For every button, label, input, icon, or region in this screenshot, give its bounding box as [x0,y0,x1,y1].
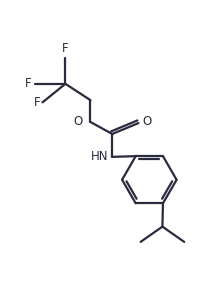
Text: F: F [25,77,32,90]
Text: F: F [62,42,69,56]
Text: O: O [143,116,152,128]
Text: HN: HN [90,150,108,163]
Text: F: F [34,96,40,109]
Text: O: O [74,116,83,128]
